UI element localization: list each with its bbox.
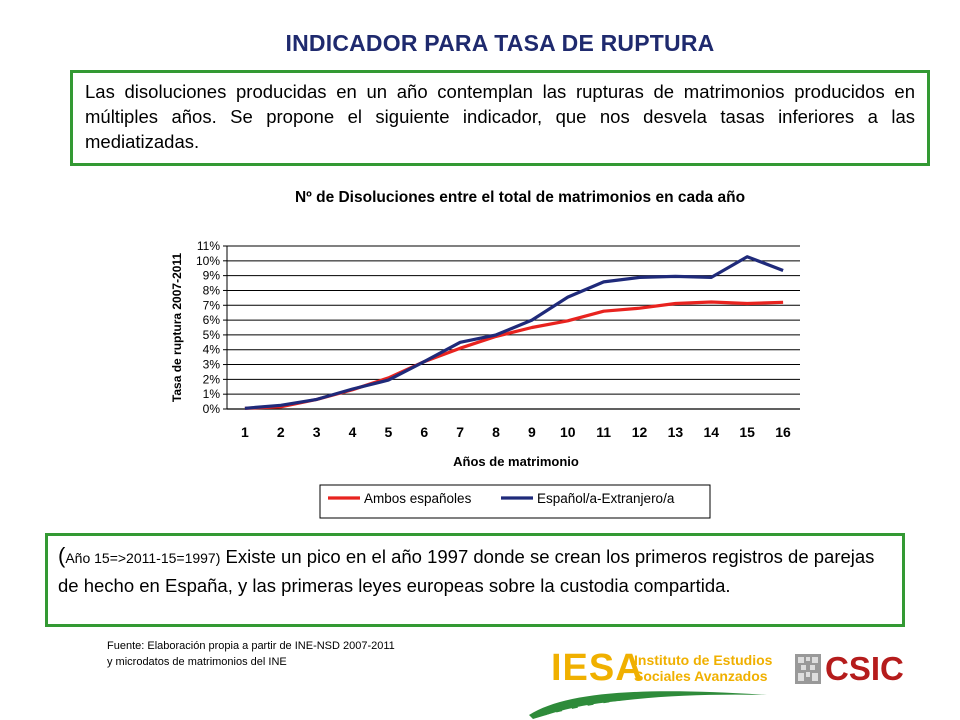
y-axis-label: Tasa de ruptura 2007-2011 [170,253,184,403]
y-tick-label: 8% [203,283,221,297]
x-tick-label: 13 [668,424,684,440]
y-tick-label: 4% [203,343,221,357]
y-tick-label: 9% [203,269,221,283]
y-tick-label: 6% [203,313,221,327]
y-tick-label: 5% [203,328,221,342]
note-paragraph: (Año 15=>2011-15=1997) Existe un pico en… [58,542,892,599]
series-line-0 [244,300,784,410]
iesa-logo-subtitle: Instituto de Estudios Sociales Avanzados [634,652,772,684]
source-line2: y microdatos de matrimonios del INE [107,656,287,668]
csic-emblem-icon [795,654,821,684]
y-tick-label: 1% [203,387,221,401]
source-label: Fuente [107,640,142,652]
x-tick-label: 10 [560,424,576,440]
iesa-logo: IESA Instituto de Estudios Sociales Avan… [527,645,777,720]
intro-textbox: Las disoluciones producidas en un año co… [70,70,930,166]
legend-box [319,484,711,519]
slide-title: INDICADOR PARA TASA DE RUPTURA [285,30,715,56]
y-tick-label: 3% [203,358,221,372]
x-tick-label: 5 [385,424,393,440]
note-paren: ( [58,543,66,568]
iesa-swoosh-icon [529,691,767,719]
note-year-ref: Año 15=>2011-15=1997) [65,550,221,566]
y-tick-label: 0% [203,402,221,416]
source-line1: : Elaboración propia a partir de INE-NSD… [141,640,395,652]
x-tick-label: 14 [704,424,720,440]
series-line-1 [244,255,784,410]
x-tick-label: 11 [596,424,611,440]
x-tick-label: 2 [277,424,285,440]
y-tick-label: 2% [203,372,221,386]
iesa-logo-line1: Instituto de Estudios [634,652,773,668]
csic-logo-word: CSIC [825,650,904,687]
legend-label-0: Ambos españoles [364,491,472,506]
x-tick-label: 12 [632,424,648,440]
x-tick-label: 6 [420,424,428,440]
y-tick-label: 7% [203,298,221,312]
iesa-logo-line2: Sociales Avanzados [634,668,768,684]
x-tick-label: 4 [349,424,357,440]
y-tick-label: 10% [196,254,220,268]
y-tick-label: 11% [197,239,220,253]
line-chart: Nº de Disoluciones entre el total de mat… [170,189,800,519]
x-tick-label: 7 [456,424,464,440]
note-textbox: (Año 15=>2011-15=1997) Existe un pico en… [45,533,905,627]
chart-title: Nº de Disoluciones entre el total de mat… [295,189,745,206]
iesa-logo-word: IESA [551,647,644,689]
legend-label-1: Español/a-Extranjero/a [537,491,675,506]
x-tick-label: 1 [241,424,249,440]
x-tick-label: 8 [492,424,500,440]
source-note: Fuente: Elaboración propia a partir de I… [107,638,395,670]
note-text: Existe un pico en el año 1997 donde se c… [58,546,875,596]
x-axis-label: Años de matrimonio [453,454,579,469]
x-tick-label: 3 [313,424,321,440]
csic-logo: CSIC [795,650,925,690]
x-tick-label: 9 [528,424,536,440]
intro-text: Las disoluciones producidas en un año co… [85,81,915,152]
x-tick-label: 16 [775,424,791,440]
x-tick-label: 15 [739,424,755,440]
